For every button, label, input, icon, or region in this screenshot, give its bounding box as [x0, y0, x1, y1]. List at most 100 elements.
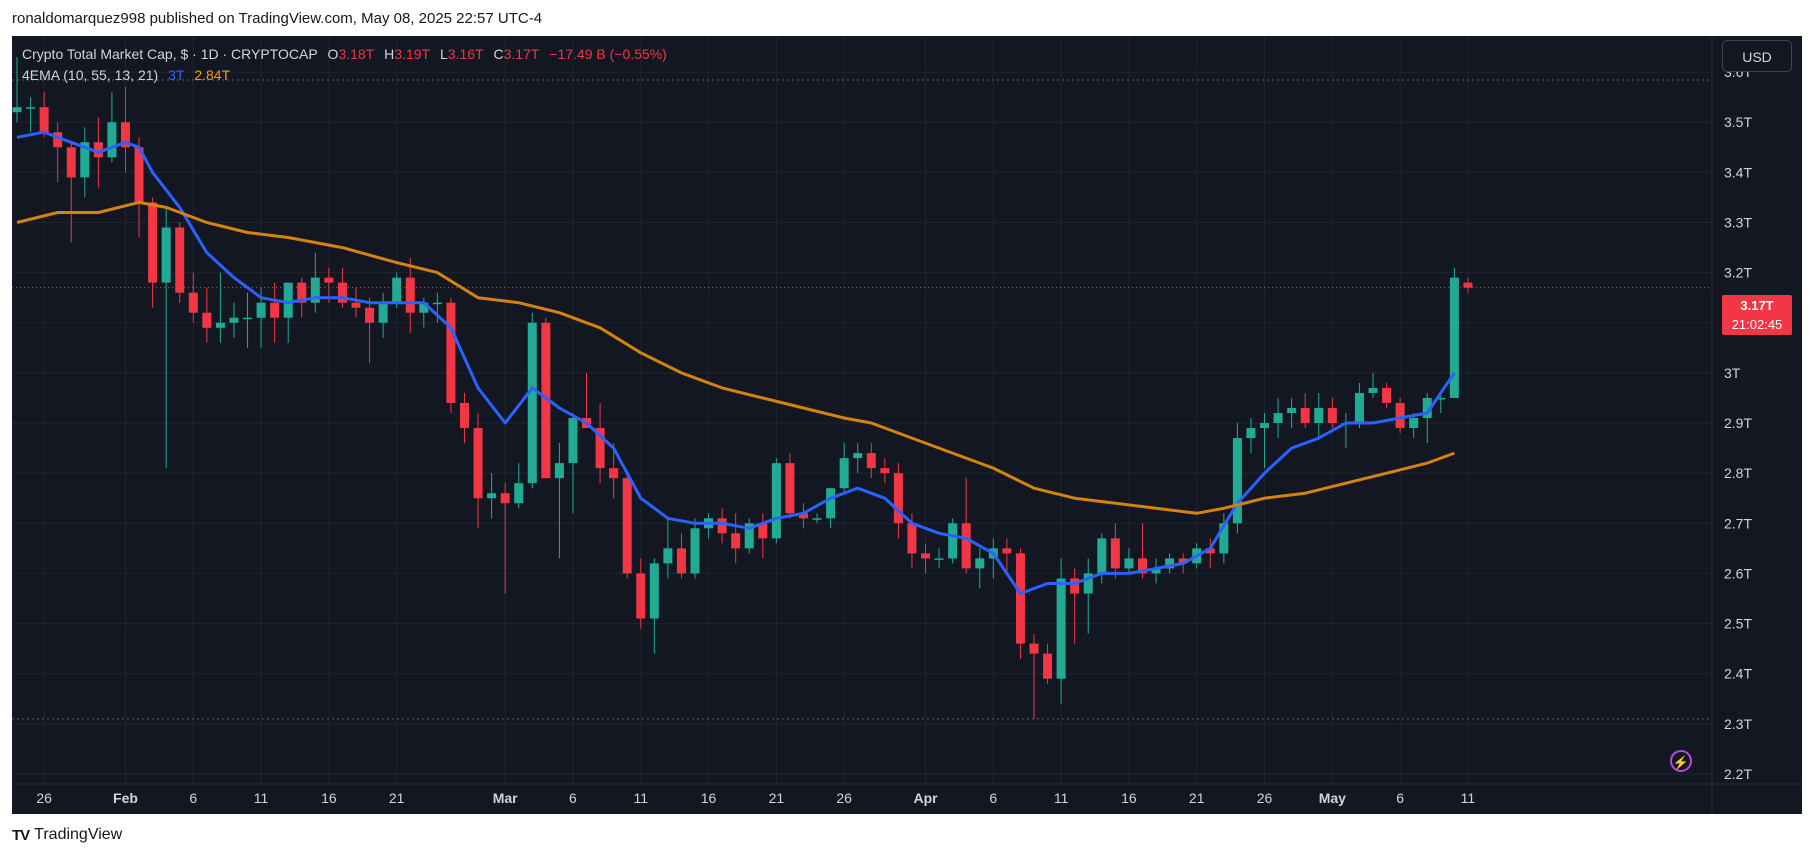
candle-body — [609, 468, 619, 479]
candle-body — [1422, 397, 1432, 419]
candle-body — [283, 282, 293, 318]
x-tick-label: Apr — [913, 790, 938, 806]
candle-body — [432, 302, 442, 305]
chart-legend: Crypto Total Market Cap, $ · 1D · CRYPTO… — [22, 44, 673, 86]
close-label: C — [493, 46, 504, 62]
candle-body — [744, 523, 754, 549]
last-price-value: 3.17T — [1740, 298, 1774, 313]
candle-body — [405, 277, 415, 313]
candle-body — [120, 122, 130, 148]
candle-body — [1015, 553, 1025, 644]
footer-brand[interactable]: TV TradingView — [12, 826, 122, 844]
lightning-icon[interactable]: ⚡ — [1670, 750, 1692, 772]
ohlc-low: L3.16T — [440, 46, 484, 62]
candle-body — [324, 277, 334, 283]
candle-body — [785, 463, 795, 514]
candle-body — [473, 428, 483, 499]
indicator-row: 4EMA (10, 55, 13, 21) 3T 2.84T — [22, 65, 673, 86]
publish-info: ronaldomarquez998 published on TradingVi… — [12, 10, 543, 27]
candle-body — [310, 277, 320, 303]
candle-body — [1287, 407, 1297, 413]
candle-body — [297, 282, 307, 303]
x-tick-label: 6 — [989, 790, 997, 806]
candle-body — [880, 468, 890, 474]
candle-body — [12, 107, 22, 113]
candle-body — [1056, 578, 1066, 679]
candle-body — [676, 548, 686, 574]
candle-body — [690, 528, 700, 574]
symbol-title[interactable]: Crypto Total Market Cap, $ · 1D · CRYPTO… — [22, 46, 318, 62]
high-label: H — [384, 46, 395, 62]
x-tick-label: 16 — [701, 790, 717, 806]
open-value: 3.18T — [338, 46, 375, 62]
candle-body — [107, 122, 117, 158]
y-tick-label: 2.4T — [1724, 666, 1752, 682]
candle-body — [1137, 558, 1147, 574]
currency-button[interactable]: USD — [1722, 40, 1792, 72]
ohlc-open: O3.18T — [328, 46, 375, 62]
x-tick-label: Mar — [493, 790, 518, 806]
y-tick-label: 2.7T — [1724, 515, 1752, 531]
candle-body — [853, 453, 863, 459]
candle-body — [161, 227, 171, 283]
candle-body — [771, 463, 781, 539]
indicator-title[interactable]: 4EMA (10, 55, 13, 21) — [22, 67, 159, 83]
candlestick-chart[interactable]: 3.6T3.5T3.4T3.3T3.2T3.1T3T2.9T2.8T2.7T2.… — [12, 36, 1802, 814]
candle-body — [568, 418, 578, 464]
candle-body — [500, 493, 510, 504]
candle-body — [1260, 423, 1270, 429]
candle-body — [839, 458, 849, 489]
x-tick-label: 11 — [254, 790, 269, 806]
close-value: 3.17T — [503, 46, 540, 62]
candle-body — [1219, 523, 1229, 554]
candle-body — [1097, 538, 1107, 574]
y-tick-label: 2.6T — [1724, 565, 1752, 581]
candle-body — [1151, 568, 1161, 574]
candle-body — [758, 523, 768, 539]
chart-panel[interactable]: 3.6T3.5T3.4T3.3T3.2T3.1T3T2.9T2.8T2.7T2.… — [12, 36, 1802, 814]
y-tick-label: 3.2T — [1724, 265, 1752, 281]
candle-body — [1029, 643, 1039, 654]
low-label: L — [439, 46, 448, 62]
candle-body — [1110, 538, 1120, 569]
last-price-tag: 3.17T 21:02:45 — [1722, 295, 1792, 335]
open-label: O — [327, 46, 339, 62]
tradingview-logo-icon: TV — [12, 826, 30, 844]
candle-body — [1368, 387, 1378, 393]
candle-body — [66, 147, 76, 178]
candle-body — [527, 322, 537, 484]
candle-body — [188, 292, 198, 313]
y-tick-label: 2.2T — [1724, 766, 1752, 782]
candle-body — [541, 322, 551, 479]
ema-slow-value: 2.84T — [194, 67, 231, 83]
x-tick-label: May — [1319, 790, 1346, 806]
candle-body — [1463, 282, 1473, 288]
bar-countdown: 21:02:45 — [1731, 317, 1783, 332]
candle-body — [1382, 387, 1392, 403]
x-tick-label: 6 — [189, 790, 197, 806]
candle-body — [1314, 407, 1324, 424]
candle-body — [649, 563, 659, 619]
candle-body — [595, 428, 605, 469]
candle-body — [1178, 558, 1188, 564]
candle-body — [622, 478, 632, 574]
candle-body — [893, 473, 903, 524]
candle-body — [975, 558, 985, 569]
price-change: −17.49 B (−0.55%) — [549, 46, 667, 62]
x-tick-label: 21 — [389, 790, 405, 806]
candle-body — [1273, 413, 1283, 424]
x-tick-label: 11 — [633, 790, 648, 806]
x-tick-label: 6 — [1396, 790, 1404, 806]
candle-body — [270, 302, 280, 318]
candle-body — [446, 302, 456, 403]
x-tick-label: 16 — [321, 790, 337, 806]
ema-line — [16, 130, 1456, 595]
candle-body — [554, 463, 564, 479]
y-tick-label: 2.3T — [1724, 716, 1752, 732]
candle-body — [1232, 438, 1242, 524]
candle-body — [243, 317, 253, 320]
candle-body — [93, 142, 103, 158]
candle-body — [514, 483, 524, 504]
candle-body — [487, 493, 497, 499]
candle-body — [1165, 558, 1175, 569]
